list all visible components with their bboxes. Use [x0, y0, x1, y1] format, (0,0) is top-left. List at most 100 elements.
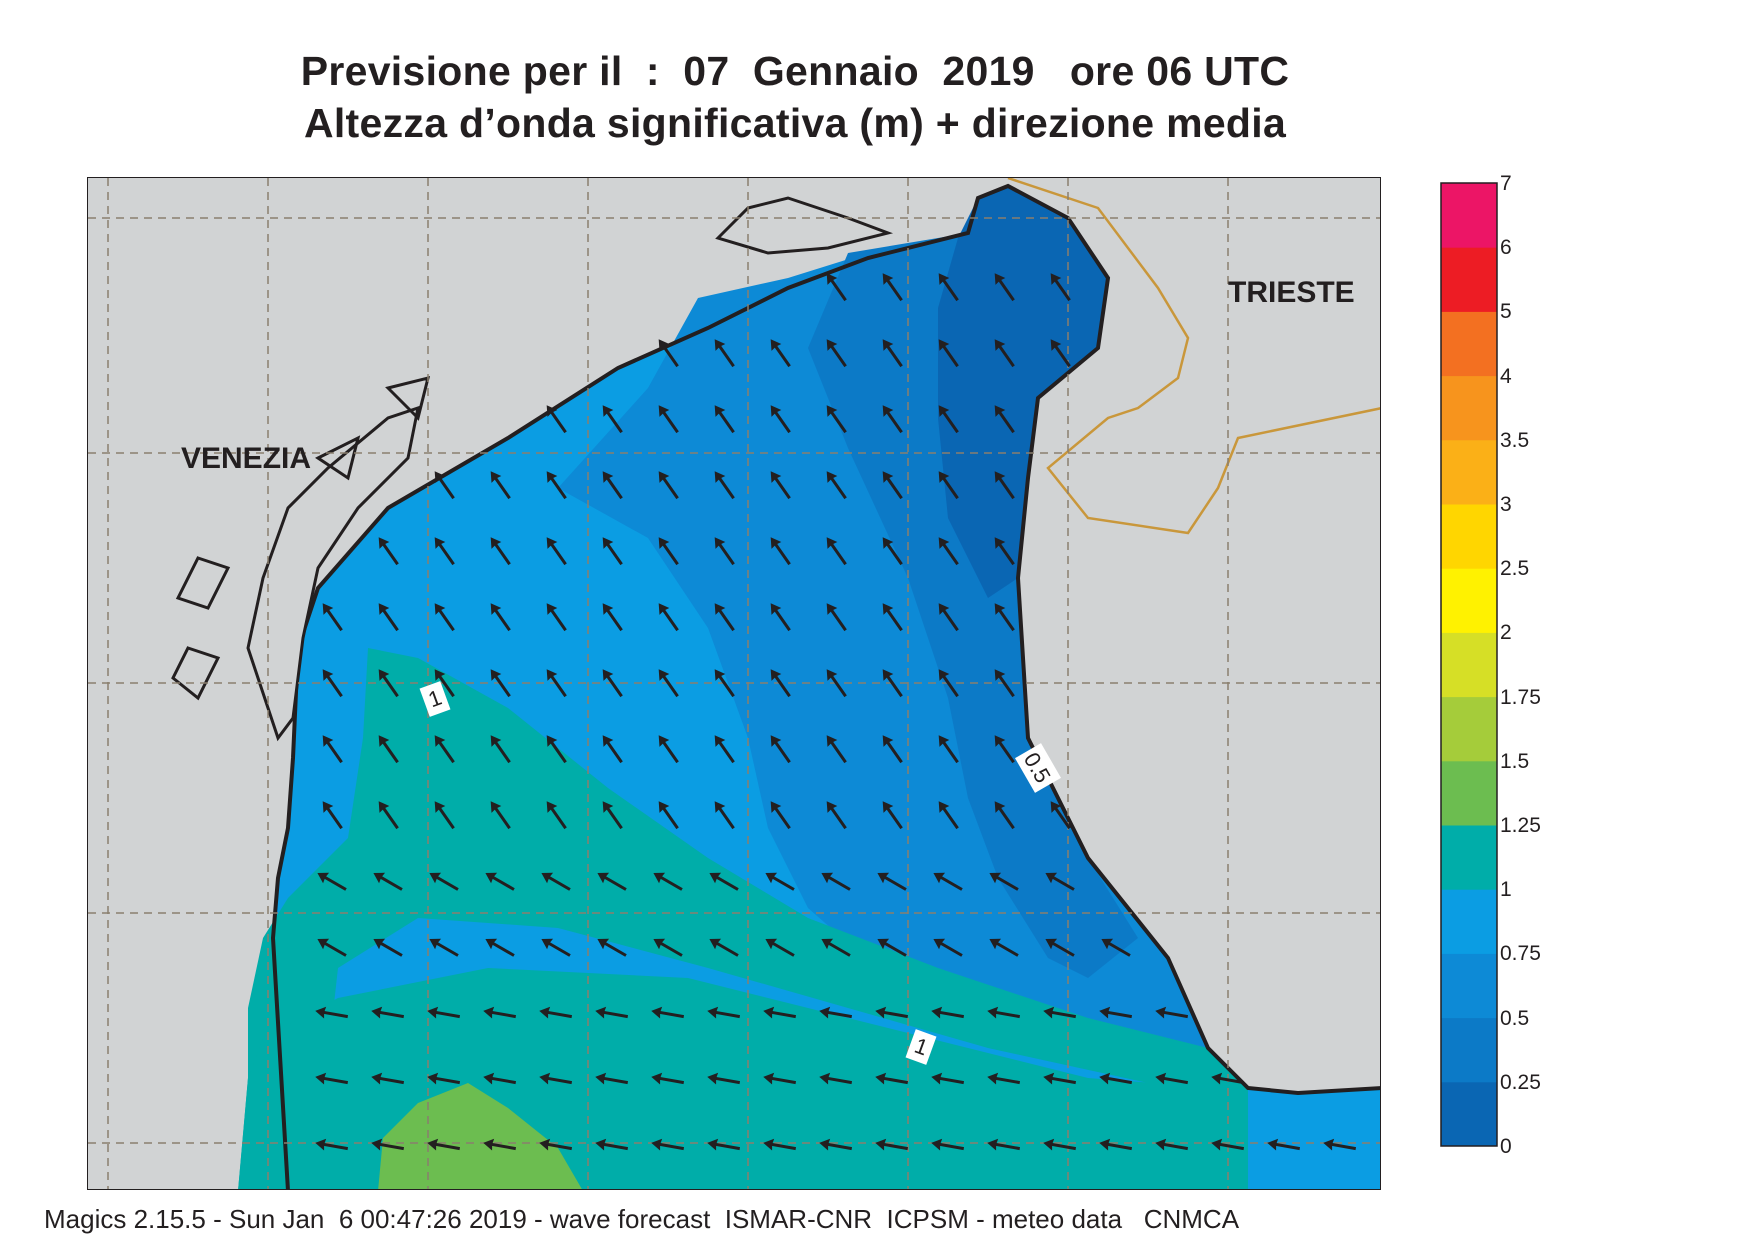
direction-arrow	[378, 801, 399, 830]
lagoon-islands	[171, 375, 431, 701]
colorbar-tick-label: 1.25	[1500, 814, 1541, 837]
grado-marano-lagoon	[715, 196, 894, 255]
direction-arrow	[938, 339, 959, 368]
colorbar-tick-label: 1.75	[1500, 685, 1541, 709]
colorbar: 0 0.25 0.5 0.75 1 1.25 1.5 1.75 2 2.5 3 3.5 4 5 6 7	[1440, 173, 1560, 1157]
direction-arrow	[714, 603, 735, 632]
direction-arrow	[653, 872, 683, 891]
direction-arrow	[882, 471, 903, 500]
direction-arrow	[658, 735, 679, 764]
direction-arrow	[485, 938, 515, 957]
direction-arrow	[378, 735, 399, 764]
direction-arrow	[597, 938, 627, 957]
colorbar-band	[1441, 439, 1497, 505]
direction-arrow	[877, 938, 907, 957]
direction-arrow	[315, 1072, 349, 1085]
direction-arrow	[882, 801, 903, 830]
direction-arrow	[770, 405, 791, 434]
direction-arrow	[427, 1006, 461, 1019]
colorbar-band	[1441, 760, 1497, 826]
direction-arrow	[763, 1072, 797, 1085]
direction-arrow	[1211, 1072, 1245, 1085]
direction-arrow	[933, 872, 963, 891]
direction-arrow	[1099, 1138, 1133, 1151]
direction-arrow	[821, 938, 851, 957]
direction-arrow	[546, 735, 567, 764]
direction-arrow	[427, 1072, 461, 1085]
direction-arrow	[714, 537, 735, 566]
footer-credits: Magics 2.15.5 - Sun Jan 6 00:47:26 2019 …	[44, 1204, 1240, 1234]
direction-arrow	[938, 603, 959, 632]
direction-arrow	[882, 405, 903, 434]
direction-arrow	[602, 537, 623, 566]
colorbar-tick-label: 0.25	[1500, 1070, 1541, 1094]
direction-arrow	[938, 273, 959, 302]
direction-arrow	[989, 872, 1019, 891]
direction-arrow	[714, 801, 735, 830]
direction-arrow	[434, 801, 455, 830]
direction-arrow	[539, 1072, 573, 1085]
direction-arrow	[875, 1138, 909, 1151]
direction-arrow	[1155, 1138, 1189, 1151]
direction-arrow	[1101, 938, 1131, 957]
direction-arrow	[546, 801, 567, 830]
direction-arrow	[938, 801, 959, 830]
venice-lagoon	[246, 405, 420, 742]
forecast-title: Previsione per il : 07 Gennaio 2019 ore …	[300, 48, 1290, 94]
colorbar-tick-label: 6	[1500, 236, 1512, 260]
direction-arrow	[483, 1072, 517, 1085]
direction-arrow	[1211, 1138, 1245, 1151]
direction-arrow	[1155, 1072, 1189, 1085]
direction-arrow	[434, 603, 455, 632]
direction-arrow	[714, 471, 735, 500]
direction-arrow	[933, 938, 963, 957]
direction-arrow	[707, 1006, 741, 1019]
direction-arrow	[658, 669, 679, 698]
contour-label-1-south: 1	[905, 1029, 937, 1065]
direction-arrow	[826, 405, 847, 434]
direction-arrow	[763, 1006, 797, 1019]
direction-arrow	[763, 1138, 797, 1151]
direction-arrow	[1267, 1138, 1301, 1151]
direction-arrow	[714, 735, 735, 764]
city-label-venezia: VENEZIA	[181, 442, 311, 475]
colorbar-band	[1441, 632, 1497, 698]
direction-arrow	[826, 603, 847, 632]
direction-arrow	[826, 735, 847, 764]
direction-arrow	[875, 1072, 909, 1085]
direction-arrow	[994, 339, 1015, 368]
direction-arrow	[1043, 1072, 1077, 1085]
direction-arrow	[546, 669, 567, 698]
colorbar-tick-label: 0	[1500, 1135, 1512, 1158]
colorbar-band	[1441, 311, 1497, 377]
direction-arrow	[994, 471, 1015, 500]
direction-arrow	[987, 1072, 1021, 1085]
direction-arrow	[373, 938, 403, 957]
direction-arrow	[371, 1072, 405, 1085]
direction-arrow	[1043, 1006, 1077, 1019]
colorbar-tick-label: 2.5	[1500, 557, 1530, 581]
colorbar-tick-label: 3	[1500, 493, 1512, 516]
colorbar-band	[1441, 825, 1497, 890]
direction-arrow	[1099, 1006, 1133, 1019]
colorbar-band	[1441, 1017, 1497, 1083]
direction-arrow	[882, 273, 903, 302]
colorbar-band	[1441, 889, 1497, 954]
direction-arrow	[658, 405, 679, 434]
direction-arrow	[317, 938, 347, 957]
colorbar-tick-label: 7	[1500, 172, 1512, 195]
direction-arrow	[490, 669, 511, 698]
colorbar-band	[1441, 1081, 1497, 1147]
sea-band-0	[938, 186, 1108, 598]
direction-arrow	[882, 339, 903, 368]
direction-arrow	[989, 938, 1019, 957]
wave-height-map[interactable]: 1 0.5 1 VENEZIA TRIESTE	[87, 177, 1381, 1190]
direction-arrow	[1050, 339, 1071, 368]
sea-band-025	[808, 186, 1138, 978]
direction-arrow	[595, 1138, 629, 1151]
direction-arrow	[546, 603, 567, 632]
direction-arrow	[994, 735, 1015, 764]
direction-arrow	[651, 1006, 685, 1019]
colorbar-tick-label: 5	[1500, 300, 1512, 324]
variable-subtitle: Altezza d’onda significativa (m) + direz…	[303, 100, 1287, 146]
